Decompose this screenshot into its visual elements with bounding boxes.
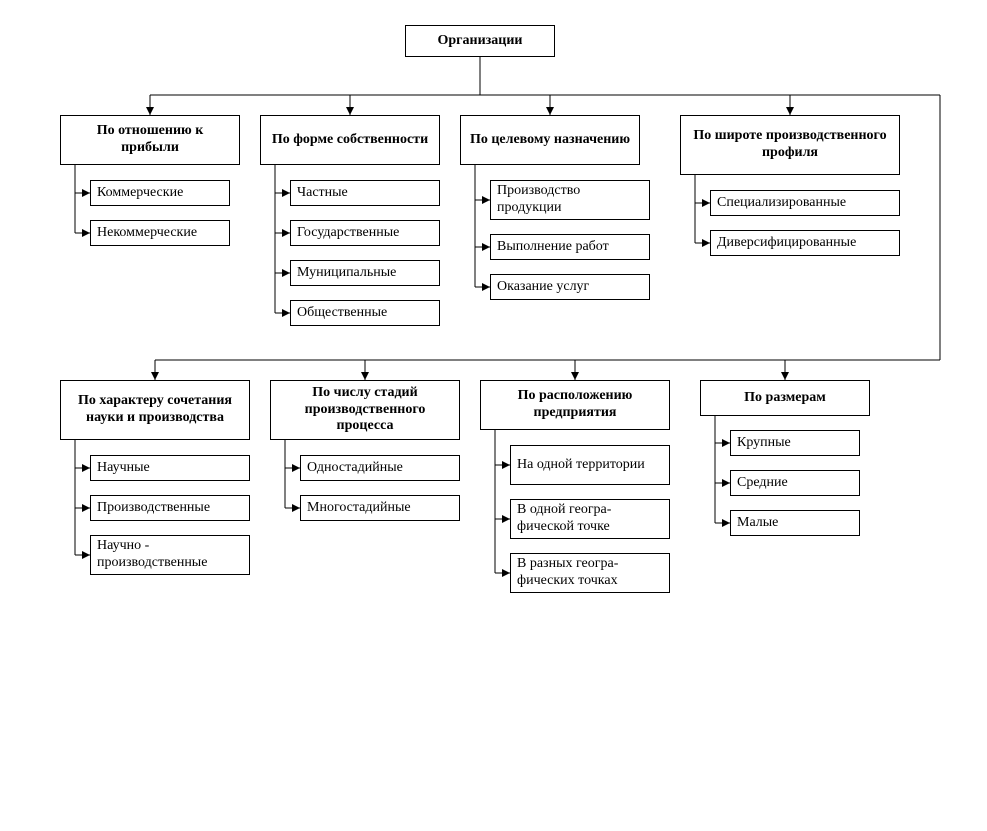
item-purpose-0: Производство продукции (490, 180, 650, 220)
item-size-2: Малые (730, 510, 860, 536)
cat-size: По размерам (700, 380, 870, 416)
item-purpose-2: Оказание услуг (490, 274, 650, 300)
cat-purpose: По целевому назначению (460, 115, 640, 165)
item-science-2: Научно - производственные (90, 535, 250, 575)
item-science-0: Научные (90, 455, 250, 481)
item-stages-0: Одностадийные (300, 455, 460, 481)
item-stages-1: Многостадийные (300, 495, 460, 521)
item-profile-0: Специализированные (710, 190, 900, 216)
root-box: Организации (405, 25, 555, 57)
item-ownership-0: Частные (290, 180, 440, 206)
item-ownership-1: Государственные (290, 220, 440, 246)
item-location-1: В одной геогра-фической точке (510, 499, 670, 539)
item-ownership-3: Общественные (290, 300, 440, 326)
cat-profit: По отношению к прибыли (60, 115, 240, 165)
item-ownership-2: Муниципальные (290, 260, 440, 286)
item-profit-0: Коммерческие (90, 180, 230, 206)
item-profit-1: Некоммерческие (90, 220, 230, 246)
item-size-0: Крупные (730, 430, 860, 456)
item-location-0: На одной территории (510, 445, 670, 485)
org-classification-diagram: Организации По отношению к прибыли Коммерч… (20, 20, 967, 811)
item-size-1: Средние (730, 470, 860, 496)
item-profile-1: Диверсифицированные (710, 230, 900, 256)
cat-ownership: По форме собственности (260, 115, 440, 165)
item-purpose-1: Выполнение работ (490, 234, 650, 260)
cat-profile: По широте производственного профиля (680, 115, 900, 175)
item-science-1: Производственные (90, 495, 250, 521)
cat-stages: По числу стадий производственного процес… (270, 380, 460, 440)
item-location-2: В разных геогра-фических точках (510, 553, 670, 593)
cat-location: По расположению предприятия (480, 380, 670, 430)
cat-science: По характеру сочетания науки и производс… (60, 380, 250, 440)
